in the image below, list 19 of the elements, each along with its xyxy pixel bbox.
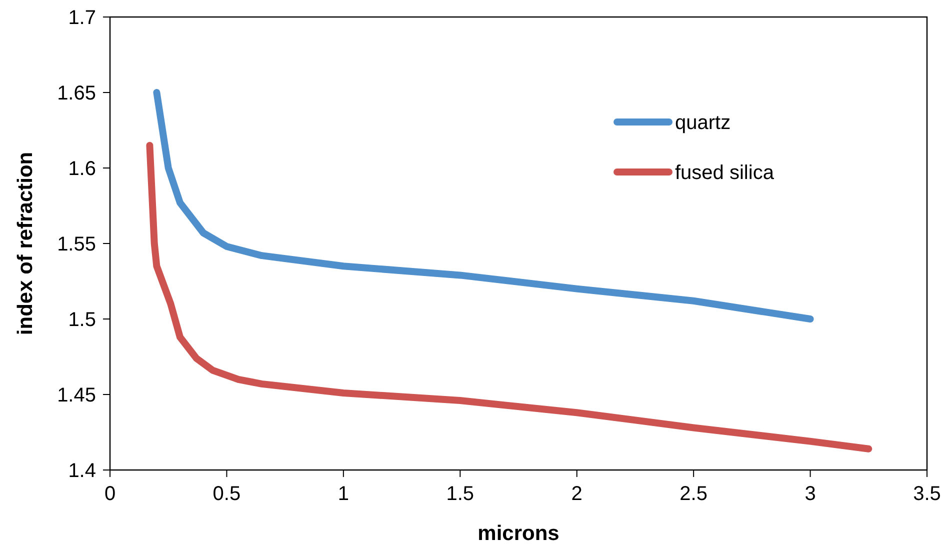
y-tick-label: 1.7 (68, 7, 96, 29)
x-tick-label: 1.5 (446, 483, 474, 505)
y-tick-label: 1.65 (57, 82, 96, 104)
legend-label: quartz (675, 112, 731, 134)
x-tick-label: 2.5 (680, 483, 708, 505)
y-tick-label: 1.45 (57, 384, 96, 406)
x-tick-label: 0.5 (212, 483, 241, 505)
y-tick-label: 1.5 (68, 309, 96, 331)
x-axis-title: microns (478, 522, 560, 545)
legend-label: fused silica (675, 162, 775, 184)
y-tick-label: 1.55 (57, 234, 96, 256)
y-axis-title: index of refraction (14, 152, 37, 336)
x-tick-label: 2 (571, 483, 582, 505)
y-tick-label: 1.4 (68, 460, 96, 482)
x-tick-label: 1 (338, 483, 349, 505)
y-tick-label: 1.6 (68, 158, 96, 180)
x-tick-label: 3 (804, 483, 816, 505)
x-tick-label: 3.5 (913, 483, 941, 505)
x-tick-label: 0 (104, 483, 116, 505)
